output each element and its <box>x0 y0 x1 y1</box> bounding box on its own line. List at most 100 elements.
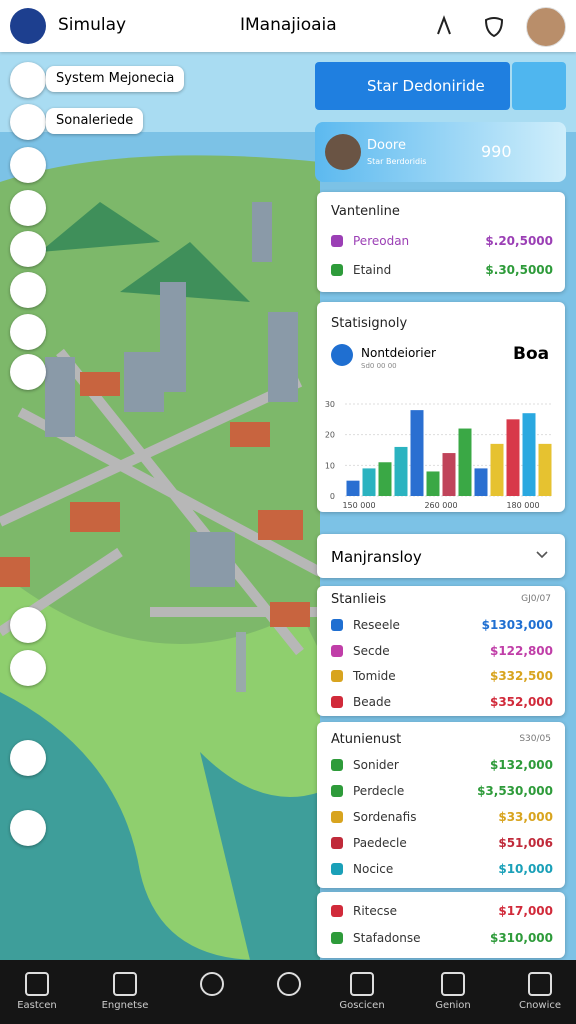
row-value: $352,000 <box>489 694 553 709</box>
list-row[interactable]: Tomide $332,500 <box>331 665 553 687</box>
row-label: Tomide <box>353 669 396 683</box>
nav-label: Genion <box>435 1000 471 1011</box>
map-tool-button[interactable] <box>10 810 46 846</box>
row-label: Perdecle <box>353 784 405 798</box>
nav-item[interactable]: Goscicen <box>332 960 392 1024</box>
x-label: 180 000 <box>506 501 539 510</box>
row-icon <box>331 264 343 276</box>
bar <box>474 468 488 496</box>
nav-item[interactable]: Cnowice <box>510 960 570 1024</box>
list-row[interactable]: Reseele $1303,000 <box>331 614 553 636</box>
row-value: $332,500 <box>489 669 553 683</box>
header-title: IManajioaia <box>240 15 337 35</box>
nav-item[interactable] <box>182 960 242 1024</box>
valuation-card: Vantenline Pereodan $.20,5000 Etaind $.30,5… <box>317 192 565 292</box>
bar <box>442 453 456 496</box>
nav-item[interactable]: Engnetse <box>95 960 155 1024</box>
profile-score: 990 <box>481 142 512 161</box>
list-row[interactable]: Perdecle $3,530,000 <box>331 780 553 802</box>
banner-button[interactable]: Star Dedoniride <box>315 62 510 110</box>
map-tool-button[interactable] <box>10 62 46 98</box>
nav-icon <box>277 972 301 996</box>
header-icons[interactable] <box>432 14 512 38</box>
bar <box>506 419 520 496</box>
stats-label: Nontdeiorier <box>361 346 436 360</box>
row-icon <box>331 932 343 944</box>
list-row[interactable]: Sonider $132,000 <box>331 754 553 776</box>
row-value: $122,800 <box>489 643 553 658</box>
profile-card[interactable]: Doore Star Berdoridis 990 <box>315 122 566 182</box>
nav-item[interactable]: Genion <box>423 960 483 1024</box>
card-title: Atunienust <box>331 732 402 747</box>
row-value: $310,000 <box>489 931 553 945</box>
row-icon <box>331 811 343 823</box>
stats-chart: 0 10 20 30 150 000 260 000 180 000 <box>325 400 553 510</box>
nav-icon <box>441 972 465 996</box>
map-tool-button[interactable] <box>10 272 46 308</box>
header: Simulay IManajioaia <box>0 0 576 52</box>
list-row[interactable]: Secde $122,800 <box>331 640 553 662</box>
map-tool-button[interactable] <box>10 607 46 643</box>
nav-icon <box>25 972 49 996</box>
row-label: Nocice <box>353 862 394 876</box>
row-value: $.20,5000 <box>485 234 553 248</box>
row-icon <box>331 670 343 682</box>
map-tool-button[interactable] <box>10 650 46 686</box>
map-tool-button[interactable] <box>10 104 46 140</box>
list-row[interactable]: Paedecle $51,006 <box>331 832 553 854</box>
row-value: $1303,000 <box>481 618 553 632</box>
list-row[interactable]: Sordenafis $33,000 <box>331 806 553 828</box>
y-tick-label: 30 <box>325 400 335 409</box>
row-label: Etaind <box>353 263 392 277</box>
card-title: Statisignoly <box>331 316 408 331</box>
list-row[interactable]: Beade $352,000 <box>331 691 553 713</box>
list-row[interactable]: Ritecse $17,000 <box>331 900 553 922</box>
app-logo[interactable] <box>10 8 46 44</box>
bar <box>410 410 424 496</box>
bar <box>490 443 504 496</box>
banner-icon[interactable] <box>512 62 566 110</box>
list-row[interactable]: Nocice $10,000 <box>331 858 553 880</box>
row-label: Stafadonse <box>353 931 421 945</box>
map-tool-button[interactable] <box>10 190 46 226</box>
row-label: Paedecle <box>353 836 407 850</box>
row-label: Sonider <box>353 758 399 772</box>
map-tool-button[interactable] <box>10 147 46 183</box>
management-card[interactable]: Manjransloy <box>317 534 565 578</box>
nav-icon <box>200 972 224 996</box>
nav-item[interactable]: Eastcen <box>7 960 67 1024</box>
row-value: $51,006 <box>498 836 553 850</box>
list-card: Stanlieis GJ0/07 Reseele $1303,000 Secde $1… <box>317 586 565 716</box>
card-note: GJ0/07 <box>521 594 551 604</box>
card-note: S30/05 <box>519 734 551 744</box>
card-title: Manjransloy <box>331 548 422 566</box>
avatar[interactable] <box>526 7 566 47</box>
stats-value: Boa <box>513 344 550 364</box>
nav-icon <box>350 972 374 996</box>
y-tick-label: 10 <box>325 461 335 470</box>
map-tool-button[interactable] <box>10 314 46 350</box>
list-row[interactable]: Etaind $.30,5000 <box>331 259 553 281</box>
list-row[interactable]: Pereodan $.20,5000 <box>331 230 553 252</box>
row-label: Pereodan <box>353 234 410 248</box>
list-card: Ritecse $17,000 Stafadonse $310,000 <box>317 892 565 958</box>
x-label: 260 000 <box>424 501 457 510</box>
row-icon <box>331 863 343 875</box>
list-card: Atunienust S30/05 Sonider $132,000 Perdecl… <box>317 722 565 888</box>
map-tool-button[interactable] <box>10 231 46 267</box>
profile-name: Doore <box>367 138 406 153</box>
nav-label: Engnetse <box>101 1000 149 1011</box>
x-label: 150 000 <box>342 501 375 510</box>
nav-item[interactable] <box>259 960 319 1024</box>
map-tool-button[interactable] <box>10 740 46 776</box>
row-icon <box>331 695 343 708</box>
map-tool-button[interactable] <box>10 354 46 390</box>
nav-label: Cnowice <box>518 1000 562 1011</box>
row-value: $132,000 <box>489 758 553 772</box>
list-row[interactable]: Stafadonse $310,000 <box>331 927 553 949</box>
bar <box>378 462 392 496</box>
row-value: $10,000 <box>498 862 553 876</box>
row-value: $17,000 <box>498 904 553 918</box>
nav-icon <box>528 972 552 996</box>
